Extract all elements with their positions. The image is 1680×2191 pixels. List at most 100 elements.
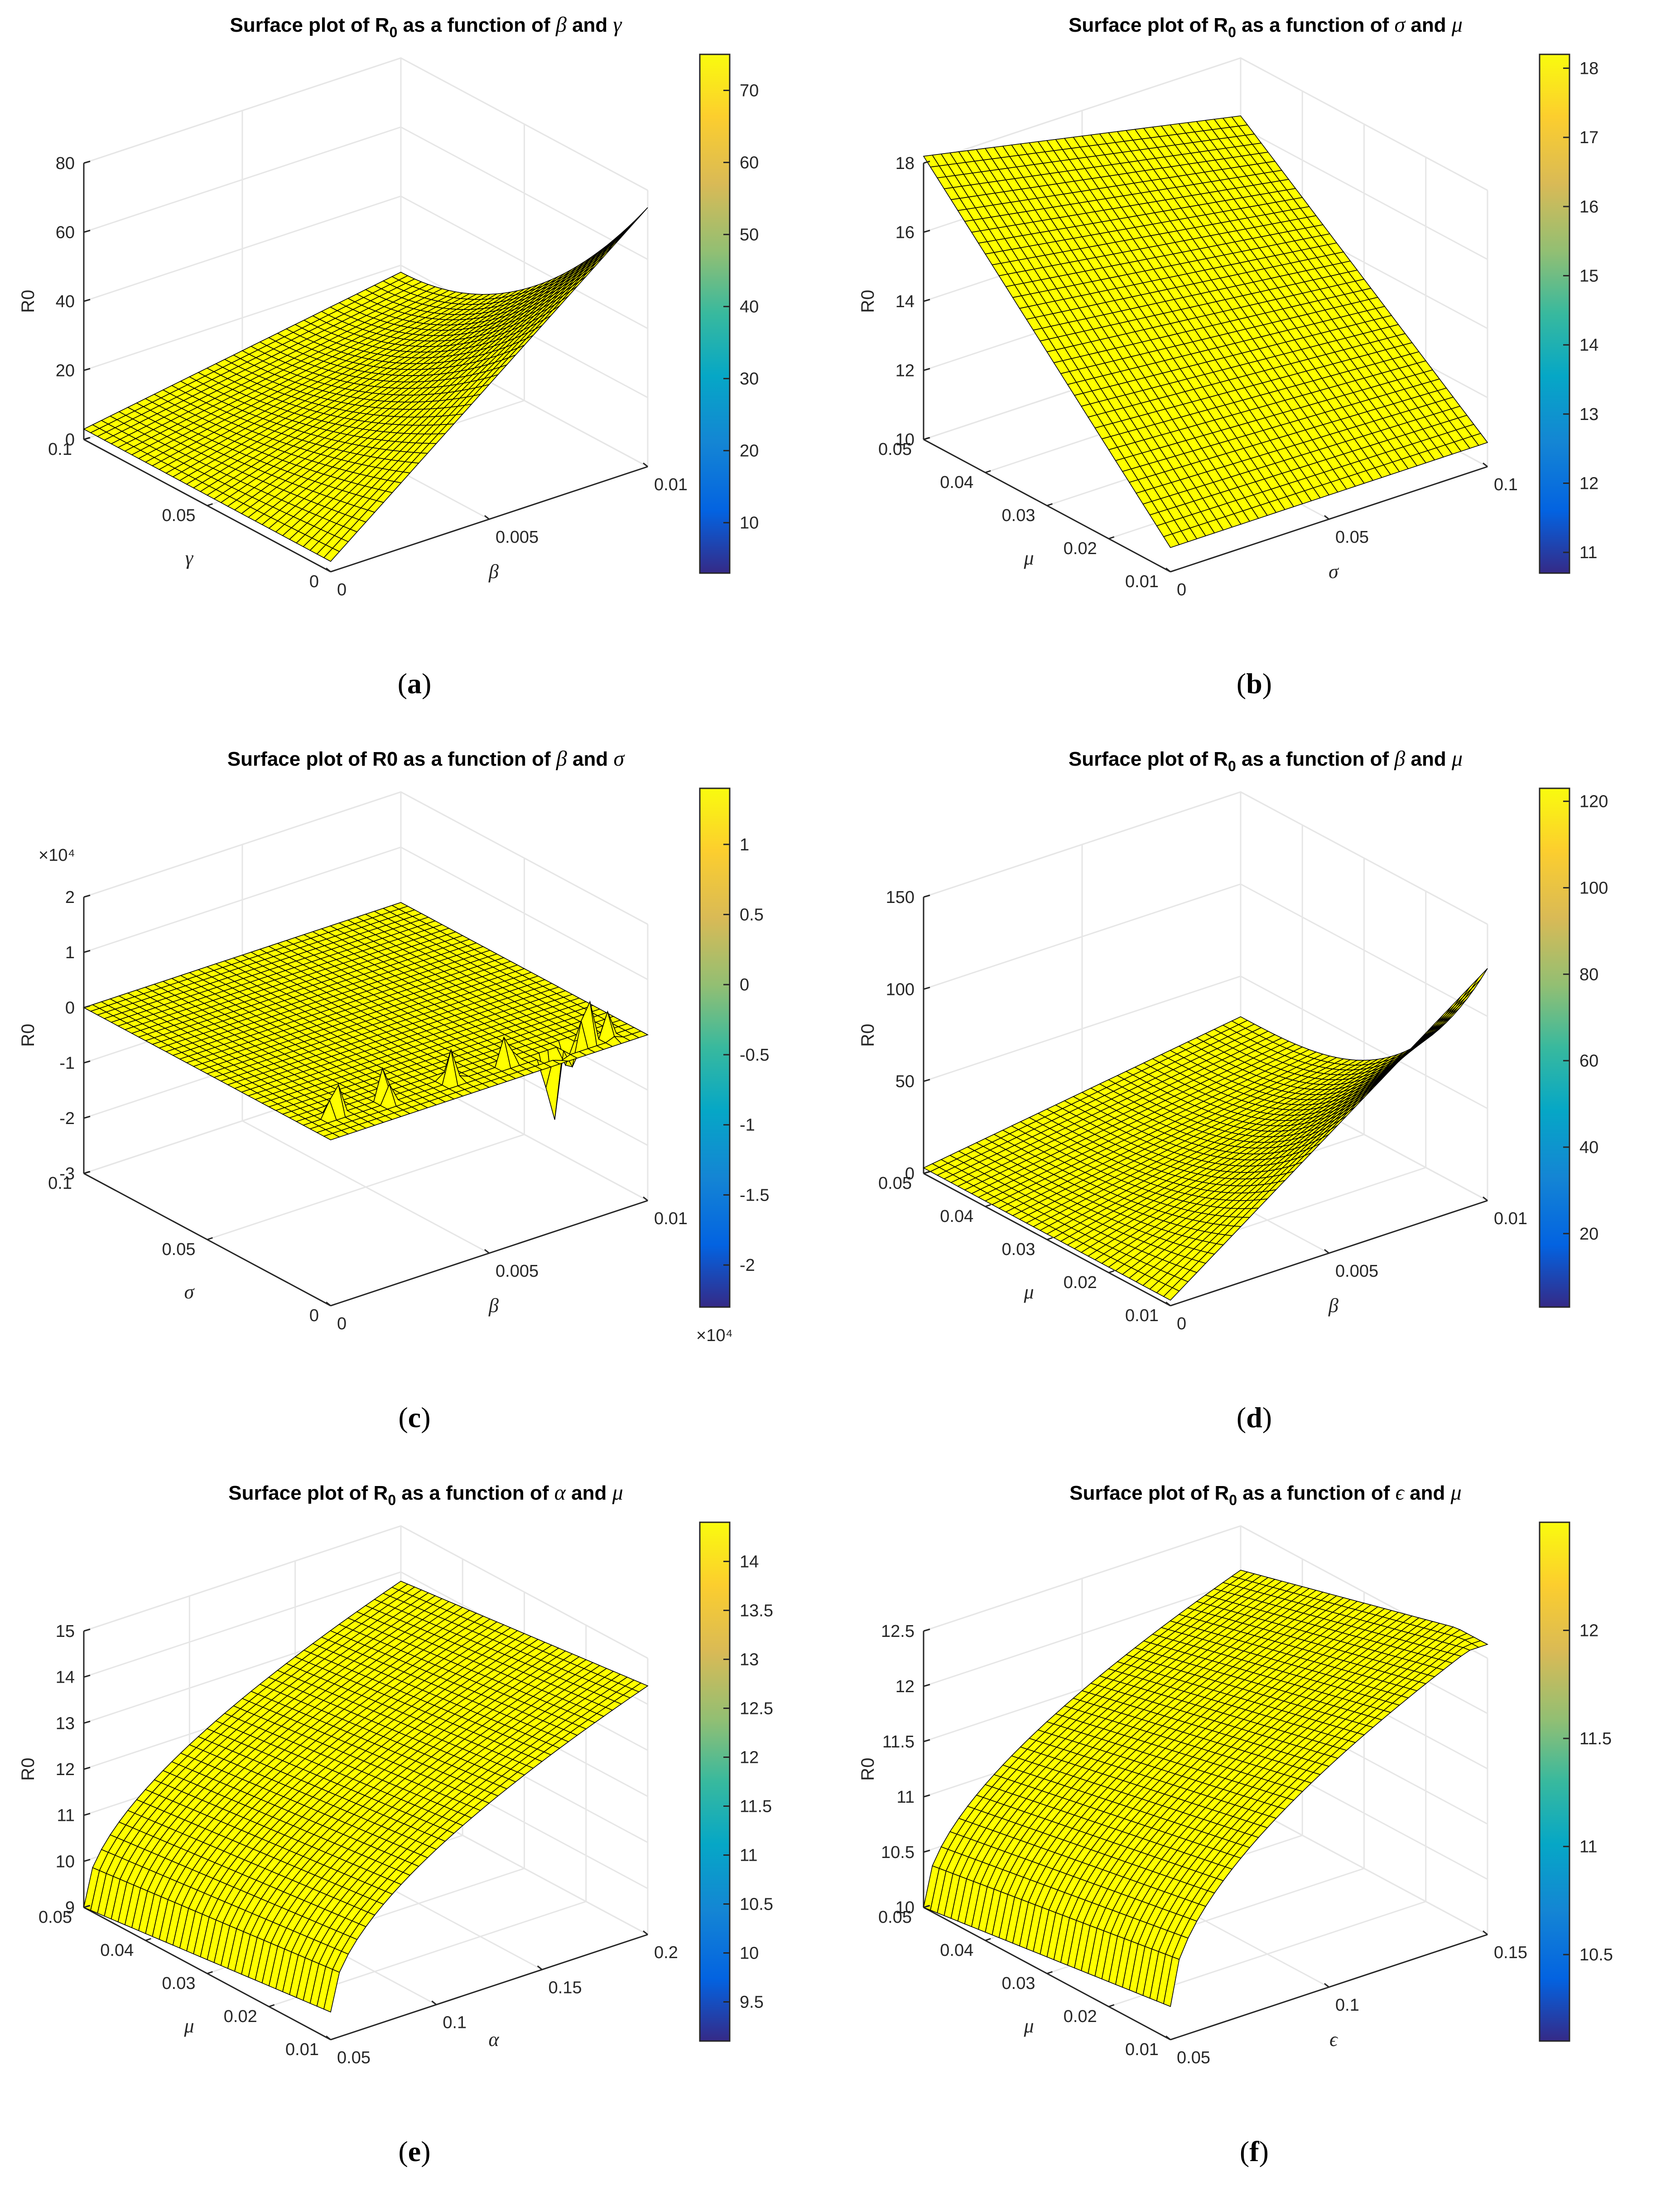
surface-mesh bbox=[83, 207, 648, 562]
panel-caption: (a) bbox=[398, 667, 432, 700]
y-tick-label: 0 bbox=[309, 1306, 319, 1325]
y-tick bbox=[83, 437, 90, 440]
title-part: Surface plot of R bbox=[230, 14, 390, 36]
y-tick-label: 0.1 bbox=[48, 440, 72, 459]
z-tick bbox=[83, 160, 91, 164]
panel-caption: (b) bbox=[1237, 667, 1272, 700]
grid-line bbox=[83, 57, 648, 191]
title-part: and bbox=[1405, 14, 1452, 36]
z-tick bbox=[83, 950, 91, 953]
surface-cell bbox=[631, 207, 648, 225]
y-tick bbox=[1170, 569, 1176, 573]
y-tick-label: 0.05 bbox=[878, 440, 912, 459]
x-tick-label: 0 bbox=[337, 580, 347, 599]
grid-line bbox=[923, 883, 1488, 1017]
title-part: 0 bbox=[390, 24, 398, 40]
caption-letter: a bbox=[407, 667, 422, 700]
z-tick bbox=[923, 299, 930, 302]
z-tick-label: 60 bbox=[56, 223, 75, 242]
chart-panel-b: 101214161800.050.10.010.020.030.040.05σμ… bbox=[858, 13, 1598, 700]
y-tick bbox=[985, 470, 991, 473]
title-part: as a function of bbox=[1236, 14, 1395, 36]
y-tick bbox=[330, 1303, 337, 1307]
colorbar-tick-label: 40 bbox=[740, 298, 759, 317]
colorbar-tick-label: 16 bbox=[1579, 198, 1598, 217]
z-tick-label: 80 bbox=[56, 154, 75, 173]
colorbar-tick-label: 50 bbox=[740, 226, 759, 245]
z-tick-label: 40 bbox=[56, 292, 75, 311]
colorbar-tick-label: 30 bbox=[740, 370, 759, 389]
y-tick bbox=[923, 437, 929, 440]
z-tick-label: 16 bbox=[895, 223, 915, 242]
title-part: σ bbox=[1394, 13, 1406, 37]
z-tick-label: 2 bbox=[65, 888, 75, 907]
z-tick-label: 14 bbox=[895, 292, 915, 311]
colorbar-tick-label: 60 bbox=[740, 154, 759, 173]
y-tick-label: 0.05 bbox=[162, 506, 196, 525]
z-tick bbox=[83, 894, 91, 898]
chart-panel-c: -3-2-101200.0050.0100.050.1×10⁴βσR0Surfa… bbox=[18, 747, 769, 1433]
z-tick bbox=[83, 368, 91, 371]
x-axis-label: σ bbox=[1329, 560, 1339, 583]
z-tick-label: 20 bbox=[56, 362, 75, 381]
z-tick bbox=[923, 230, 930, 233]
z-axis-label: R0 bbox=[18, 1023, 38, 1047]
title-part: γ bbox=[613, 13, 622, 37]
z-tick-label: -1 bbox=[59, 1054, 75, 1073]
z-tick-label: 18 bbox=[895, 154, 915, 173]
chart-panel-d: 05010015000.0050.010.010.020.030.040.05β… bbox=[858, 747, 1608, 1433]
z-tick bbox=[83, 230, 91, 233]
colorbar-gradient bbox=[699, 787, 731, 1308]
y-tick-label: 0.05 bbox=[162, 1240, 196, 1259]
y-tick bbox=[207, 1237, 213, 1240]
caption-letter: c bbox=[408, 1401, 421, 1433]
y-tick bbox=[83, 1171, 90, 1174]
z-tick-label: 12 bbox=[895, 362, 915, 381]
surface-mesh bbox=[923, 115, 1488, 548]
z-tick-label: -2 bbox=[59, 1109, 75, 1128]
colorbar-tick-label: 70 bbox=[740, 82, 759, 101]
title-part: β bbox=[556, 747, 567, 771]
colorbar-tick-label: 17 bbox=[1579, 128, 1598, 147]
z-exponent-label: ×10⁴ bbox=[39, 846, 75, 865]
z-tick-label: 1 bbox=[65, 943, 75, 962]
z-tick bbox=[923, 368, 930, 371]
y-tick-label: 0.03 bbox=[1002, 506, 1035, 525]
panel-caption: (c) bbox=[398, 1401, 430, 1433]
z-tick bbox=[83, 299, 91, 302]
colorbar-tick-label: 13 bbox=[1579, 405, 1598, 424]
title-part: as a function of bbox=[397, 14, 556, 36]
x-tick-label: 0.1 bbox=[1494, 475, 1518, 494]
colorbar-tick-label: 18 bbox=[1579, 59, 1598, 78]
surface-mesh bbox=[82, 902, 649, 1140]
colorbar-tick-label: -0.5 bbox=[740, 1046, 769, 1065]
y-axis-label: γ bbox=[185, 547, 194, 569]
z-tick bbox=[83, 1115, 91, 1119]
title-part: μ bbox=[1451, 13, 1463, 37]
chart-title: Surface plot of R0 as a function of β an… bbox=[227, 747, 626, 771]
z-tick bbox=[83, 1060, 91, 1064]
x-axis-label: β bbox=[488, 1294, 499, 1317]
grid-line bbox=[923, 791, 1488, 925]
x-tick-label: 0.01 bbox=[654, 1209, 688, 1228]
title-part: Surface plot of R bbox=[1069, 14, 1228, 36]
title-part: σ bbox=[614, 747, 626, 771]
colorbar-tick-label: 20 bbox=[740, 442, 759, 461]
z-tick-label: 0 bbox=[65, 999, 75, 1018]
title-part: β bbox=[555, 13, 567, 37]
colorbar-exponent-label: ×10⁴ bbox=[696, 1326, 733, 1345]
y-tick bbox=[1047, 503, 1053, 507]
colorbar-gradient bbox=[699, 53, 731, 574]
x-axis-label: β bbox=[488, 560, 499, 583]
colorbar: 10 20 30 40 50 60 70 bbox=[699, 53, 759, 574]
y-tick bbox=[1108, 536, 1115, 540]
colorbar-tick-label: 15 bbox=[1579, 267, 1598, 286]
colorbar: -2-1.5-1-0.500.51×10⁴ bbox=[696, 787, 769, 1345]
y-tick bbox=[330, 569, 337, 573]
title-part: and bbox=[567, 748, 614, 770]
y-tick bbox=[207, 503, 213, 507]
colorbar-tick-label: 10 bbox=[740, 514, 759, 533]
y-tick-label: 0.02 bbox=[1064, 539, 1097, 558]
